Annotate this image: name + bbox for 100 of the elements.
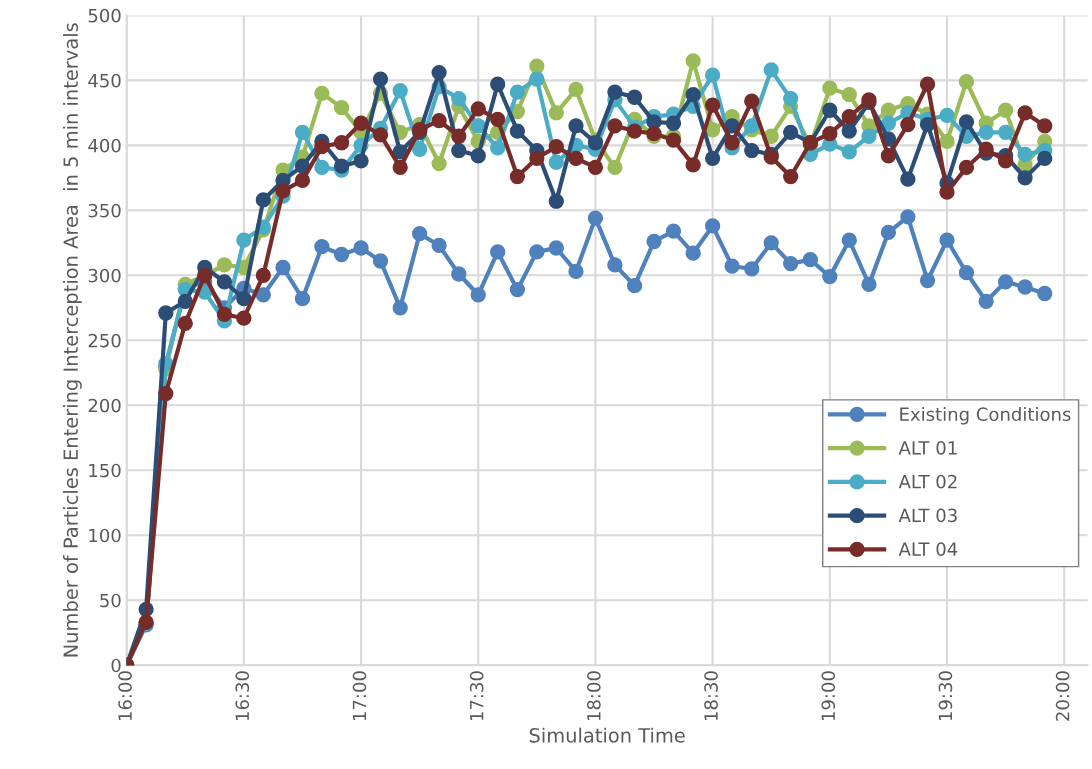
point: [548, 193, 564, 209]
point: [822, 102, 838, 118]
point: [841, 144, 857, 160]
point: [665, 223, 682, 239]
x-tick-label: 19:00: [821, 671, 836, 721]
point: [333, 158, 350, 174]
point: [978, 141, 994, 157]
point: [509, 168, 526, 185]
point: [861, 128, 877, 144]
point: [939, 133, 955, 150]
x-axis-title: Simulation Time: [529, 727, 685, 743]
point: [372, 127, 389, 143]
point: [314, 159, 330, 176]
point: [314, 139, 330, 155]
point: [372, 253, 389, 269]
x-tick-label: 16:00: [118, 671, 132, 721]
point: [900, 116, 916, 133]
point: [392, 159, 408, 176]
point: [704, 67, 721, 83]
point: [1017, 279, 1033, 295]
y-tick-label: 250: [88, 333, 121, 348]
point: [783, 255, 799, 272]
point: [177, 293, 193, 309]
point: [900, 209, 916, 225]
point: [607, 257, 623, 273]
point: [704, 150, 721, 166]
point: [412, 226, 428, 242]
point: [294, 172, 311, 189]
point: [470, 148, 486, 164]
point: [216, 274, 233, 290]
point: [841, 123, 857, 139]
y-tick-label: 200: [88, 398, 121, 413]
point: [665, 115, 682, 131]
point: [607, 84, 623, 100]
point: [744, 93, 760, 109]
point: [997, 102, 1014, 118]
point: [822, 268, 838, 285]
y-tick-label: 300: [88, 268, 121, 283]
point: [607, 159, 623, 176]
point: [490, 140, 506, 156]
point: [470, 101, 486, 117]
legend-label: Existing Conditions: [900, 407, 1071, 425]
point: [255, 287, 271, 303]
y-tick-label: 50: [100, 593, 121, 608]
point: [548, 105, 564, 121]
x-tick-label: 18:00: [587, 671, 601, 721]
point: [529, 71, 545, 87]
point: [802, 252, 818, 268]
point: [158, 305, 174, 321]
point: [763, 62, 779, 78]
point: [665, 132, 682, 148]
point: [880, 102, 897, 118]
point: [216, 306, 233, 322]
point: [880, 148, 897, 164]
point: [509, 84, 526, 100]
point: [568, 263, 584, 280]
point: [392, 83, 408, 99]
legend-label: ALT 02: [898, 474, 957, 489]
point: [275, 183, 291, 199]
point: [744, 261, 760, 277]
point: [451, 90, 467, 107]
point: [216, 257, 233, 273]
point: [978, 124, 994, 140]
y-tick-label: 150: [89, 463, 121, 478]
point: [353, 115, 369, 131]
x-tick-label: 20:00: [1055, 671, 1070, 721]
point: [294, 124, 311, 140]
point: [880, 115, 897, 131]
point: [587, 210, 604, 226]
point: [1037, 285, 1053, 302]
point: [939, 232, 955, 248]
point: [431, 237, 447, 254]
point: [626, 278, 643, 294]
point: [1017, 170, 1033, 186]
point: [626, 89, 643, 105]
point: [704, 97, 721, 113]
point: [685, 87, 701, 103]
point: [861, 276, 877, 293]
y-axis-title: Number of Particles Entering Interception Area in 5 min intervals: [62, 23, 82, 657]
point: [353, 153, 369, 169]
point: [822, 80, 838, 96]
y-tick-label: 400: [88, 138, 121, 153]
point: [490, 111, 506, 127]
point: [294, 291, 311, 307]
legend-label: ALT 03: [898, 508, 957, 523]
point: [509, 281, 526, 298]
point: [529, 58, 545, 74]
point: [568, 150, 584, 166]
point: [158, 385, 174, 402]
point: [783, 124, 799, 140]
point: [1017, 146, 1033, 163]
point: [822, 126, 838, 142]
point: [431, 113, 447, 129]
point: [685, 53, 701, 69]
point: [939, 107, 955, 124]
point: [333, 135, 350, 151]
x-tick-label: 18:30: [704, 671, 718, 721]
point: [275, 259, 291, 276]
point: [841, 232, 857, 248]
x-tick-label: 19:30: [938, 671, 953, 721]
